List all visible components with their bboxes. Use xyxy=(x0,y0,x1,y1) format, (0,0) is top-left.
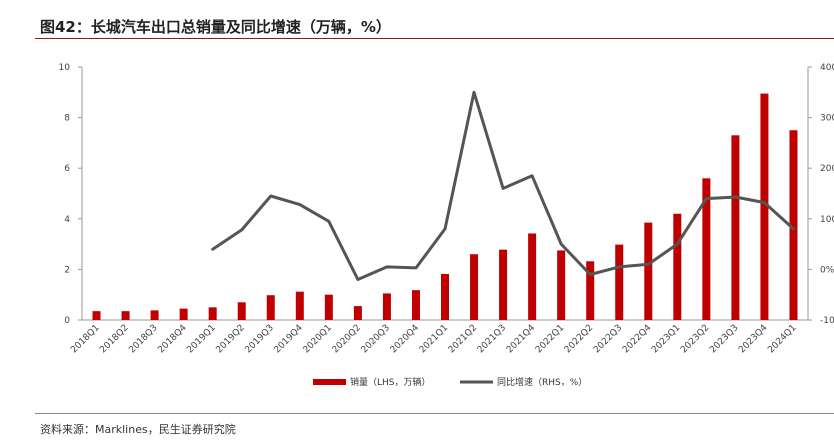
y-left-tick-label: 6 xyxy=(64,164,70,174)
legend-bar-label: 销量（LHS，万辆） xyxy=(350,376,431,388)
legend-bar-swatch xyxy=(313,379,346,385)
bar xyxy=(179,308,188,320)
legend-line-label: 同比增速（RHS，%） xyxy=(497,376,587,388)
bar xyxy=(121,311,130,320)
x-tick-label: 2023Q3 xyxy=(708,323,740,355)
line-series xyxy=(211,90,795,281)
y-right-tick-label: 200% xyxy=(820,164,834,174)
x-tick-label: 2019Q2 xyxy=(215,323,247,355)
bar xyxy=(266,295,275,320)
x-tick-label: 2021Q3 xyxy=(476,323,508,355)
bar xyxy=(499,249,508,320)
y-left-tick-labels: 0 2 4 6 8 10 xyxy=(59,63,71,326)
x-tick-label: 2019Q3 xyxy=(244,323,276,355)
bar xyxy=(789,130,798,320)
bar xyxy=(470,254,479,320)
x-tick-labels: 2018Q12018Q22018Q32018Q42019Q12019Q22019… xyxy=(69,323,798,356)
bar xyxy=(237,302,246,320)
bar-series xyxy=(92,93,798,320)
x-tick-label: 2023Q1 xyxy=(650,323,682,355)
bar xyxy=(441,273,449,320)
x-tick-label: 2020Q1 xyxy=(302,323,334,355)
x-tick-label: 2024Q1 xyxy=(766,323,798,355)
bar xyxy=(615,244,624,320)
x-tick-label: 2020Q2 xyxy=(331,323,363,355)
bar xyxy=(731,135,740,320)
legend: 销量（LHS，万辆） 同比增速（RHS，%） xyxy=(313,376,587,388)
y-right-tick-label: 400% xyxy=(820,63,834,73)
x-tick-label: 2021Q4 xyxy=(505,323,538,356)
y-left-tick-label: 8 xyxy=(64,114,70,124)
x-tick-label: 2022Q2 xyxy=(563,323,595,355)
bar xyxy=(295,291,304,320)
bar xyxy=(353,306,362,320)
x-tick-label: 2022Q3 xyxy=(592,323,624,355)
bar xyxy=(528,233,537,320)
bar xyxy=(411,290,420,320)
bar xyxy=(586,261,595,320)
bar xyxy=(324,294,333,320)
x-tick-label: 2018Q2 xyxy=(98,323,130,355)
bar xyxy=(382,293,391,320)
y-right-tick-labels: -100% 0% 100% 200% 300% 400% xyxy=(820,63,834,326)
bar xyxy=(557,250,566,320)
y-right-tick-label: -100% xyxy=(820,316,834,326)
x-tick-label: 2020Q4 xyxy=(389,323,422,356)
bar xyxy=(92,311,101,320)
x-tick-label: 2021Q2 xyxy=(447,323,479,355)
bar xyxy=(702,178,711,320)
bar xyxy=(208,307,217,320)
x-tick-label: 2022Q1 xyxy=(534,323,566,355)
title-divider xyxy=(35,38,834,39)
x-tick-label: 2019Q4 xyxy=(273,323,306,356)
bar xyxy=(150,310,159,320)
x-tick-label: 2019Q1 xyxy=(185,323,217,355)
x-tick-label: 2023Q4 xyxy=(737,323,770,356)
bar xyxy=(760,93,769,320)
y-right-tick-label: 300% xyxy=(820,114,834,124)
source-note: 资料来源：Marklines，民生证券研究院 xyxy=(40,423,236,436)
x-tick-label: 2018Q1 xyxy=(69,323,101,355)
x-tick-label: 2020Q3 xyxy=(360,323,392,355)
chart-canvas: 2018Q12018Q22018Q32018Q42019Q12019Q22019… xyxy=(59,63,834,388)
x-tick-label: 2023Q2 xyxy=(679,323,711,355)
x-tick-label: 2018Q4 xyxy=(156,323,189,356)
y-right-tick-label: 100% xyxy=(820,215,834,225)
bar xyxy=(673,213,682,320)
chart-title: 图42：长城汽车出口总销量及同比增速（万辆，%） xyxy=(40,18,391,36)
y-left-tick-label: 2 xyxy=(64,265,70,275)
y-left-tick-label: 4 xyxy=(64,215,70,225)
y-left-tick-label: 0 xyxy=(64,316,70,326)
x-tick-label: 2022Q4 xyxy=(621,323,654,356)
x-tick-label: 2021Q1 xyxy=(418,323,450,355)
bar xyxy=(644,222,653,320)
source-divider xyxy=(35,413,834,414)
y-right-tick-label: 0% xyxy=(820,265,834,275)
y-left-tick-label: 10 xyxy=(59,63,71,73)
x-tick-label: 2018Q3 xyxy=(127,323,159,355)
